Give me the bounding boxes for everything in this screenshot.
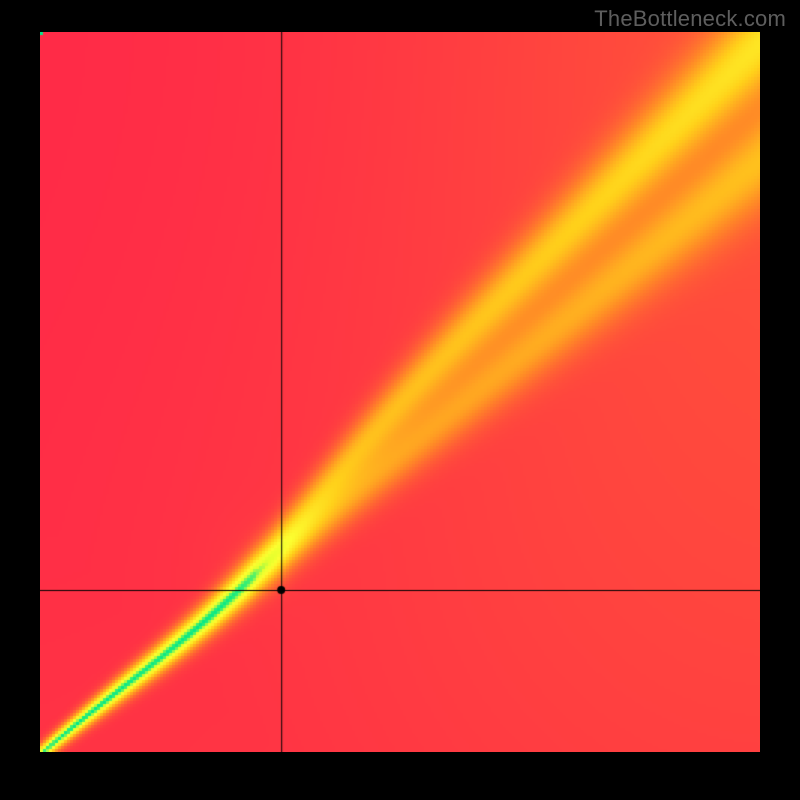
heatmap-canvas <box>40 32 760 752</box>
heatmap-plot <box>40 32 760 752</box>
watermark-label: TheBottleneck.com <box>594 6 786 32</box>
figure-frame: TheBottleneck.com <box>0 0 800 800</box>
